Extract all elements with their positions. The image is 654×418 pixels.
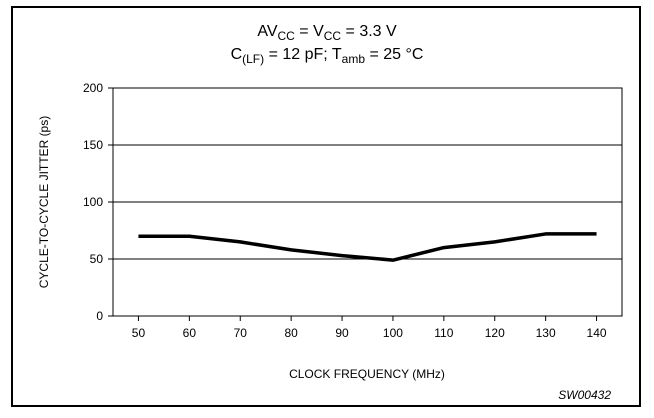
- x-tick-label: 110: [434, 326, 453, 340]
- x-axis-label: CLOCK FREQUENCY (MHz): [289, 367, 445, 381]
- y-tick-label: 50: [90, 252, 104, 266]
- figure-code: SW00432: [558, 388, 611, 402]
- chart-frame: [11, 6, 641, 407]
- x-tick-label: 100: [383, 326, 403, 340]
- chart-title-line2: C(LF) = 12 pF; Tamb = 25 °C: [231, 46, 424, 66]
- x-tick-label: 120: [485, 326, 505, 340]
- y-tick-label: 0: [96, 309, 103, 323]
- y-tick-label: 100: [83, 195, 103, 209]
- x-tick-label: 130: [536, 326, 556, 340]
- x-tick-label: 90: [335, 326, 349, 340]
- chart-title-line1: AVCC = VCC = 3.3 V: [257, 23, 397, 43]
- y-tick-label: 200: [83, 81, 103, 95]
- x-tick-label: 140: [587, 326, 607, 340]
- x-tick-label: 80: [284, 326, 298, 340]
- y-axis-label: CYCLE-TO-CYCLE JITTER (ps): [37, 116, 51, 288]
- y-tick-label: 150: [83, 138, 103, 152]
- series-line: [138, 232, 597, 262]
- x-tick-label: 70: [234, 326, 248, 340]
- x-tick-label: 60: [183, 326, 197, 340]
- x-tick-label: 50: [132, 326, 146, 340]
